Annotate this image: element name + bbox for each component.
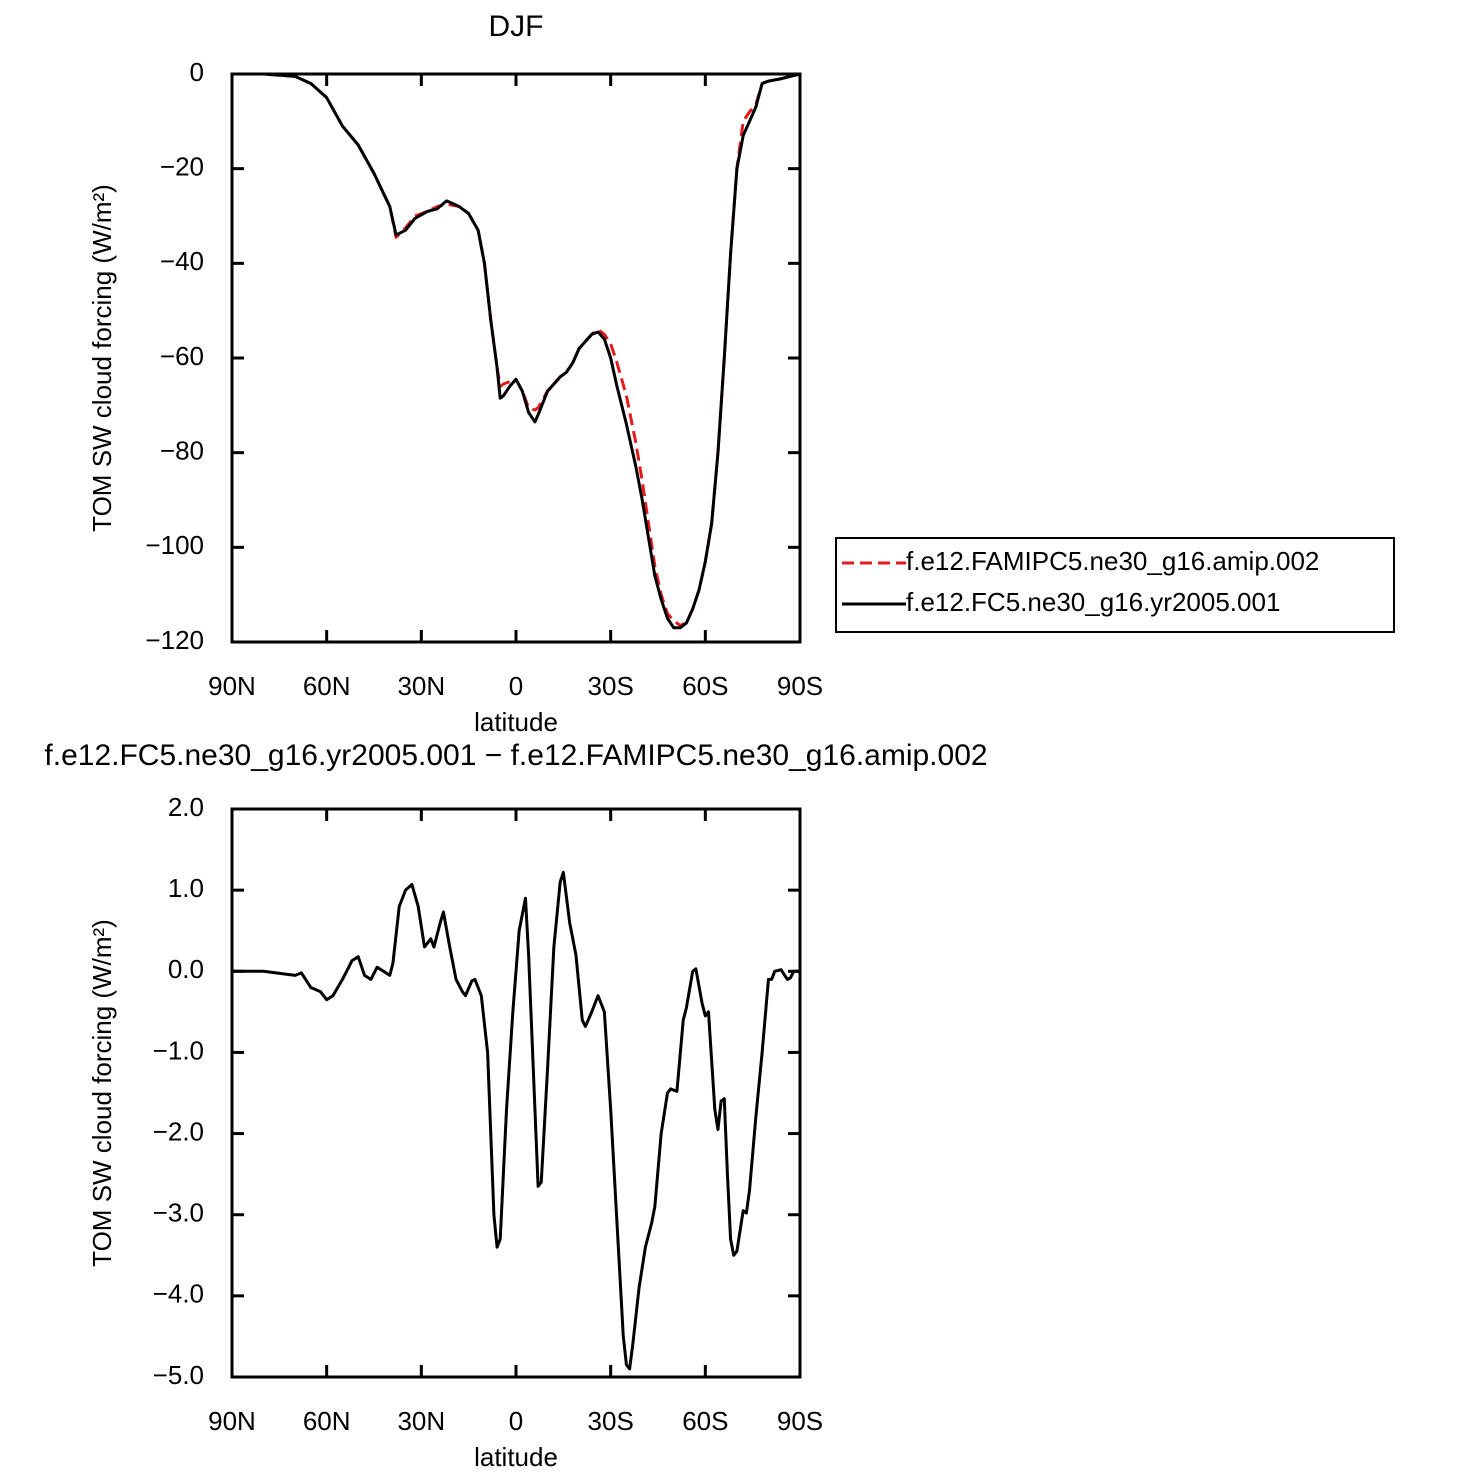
x-tick-label: 30N (397, 671, 445, 701)
y-axis-label: TOM SW cloud forcing (W/m²) (87, 184, 117, 532)
legend-box (835, 537, 1395, 633)
x-tick-label: 30N (397, 1406, 445, 1436)
x-tick-label: 60S (682, 1406, 728, 1436)
y-tick-label: 2.0 (168, 792, 204, 822)
y-tick-label: −100 (145, 530, 204, 560)
x-tick-label: 90N (208, 671, 256, 701)
x-tick-label: 90N (208, 1406, 256, 1436)
x-tick-label: 30S (588, 671, 634, 701)
y-axis-label: TOM SW cloud forcing (W/m²) (87, 919, 117, 1267)
x-tick-label: 90S (777, 671, 823, 701)
legend-label: f.e12.FC5.ne30_g16.yr2005.001 (906, 587, 1280, 617)
x-tick-label: 0 (509, 1406, 523, 1436)
y-tick-label: −20 (160, 152, 204, 182)
x-tick-label: 60N (303, 1406, 351, 1436)
chart-title: f.e12.FC5.ne30_g16.yr2005.001 − f.e12.FA… (44, 739, 987, 772)
y-tick-label: −40 (160, 246, 204, 276)
y-tick-label: −120 (145, 625, 204, 655)
x-tick-label: 60N (303, 671, 351, 701)
y-tick-label: 0 (190, 57, 204, 87)
x-tick-label: 90S (777, 1406, 823, 1436)
data-line (232, 72, 801, 630)
data-line (232, 870, 800, 1371)
chart-title: DJF (489, 10, 544, 43)
plot-frame (230, 72, 802, 644)
x-tick-label: 0 (509, 671, 523, 701)
legend-label: f.e12.FAMIPC5.ne30_g16.amip.002 (906, 546, 1319, 576)
y-tick-label: −80 (160, 436, 204, 466)
data-line (232, 72, 801, 627)
y-tick-label: −60 (160, 341, 204, 371)
y-tick-label: −4.0 (153, 1279, 204, 1309)
x-tick-label: 30S (588, 1406, 634, 1436)
x-axis-label: latitude (474, 1442, 558, 1472)
y-tick-label: −2.0 (153, 1116, 204, 1146)
y-tick-label: 1.0 (168, 873, 204, 903)
y-tick-label: −1.0 (153, 1035, 204, 1065)
y-tick-label: 0.0 (168, 954, 204, 984)
y-tick-label: −5.0 (153, 1360, 204, 1390)
x-axis-label: latitude (474, 707, 558, 737)
x-tick-label: 60S (682, 671, 728, 701)
y-tick-label: −3.0 (153, 1198, 204, 1228)
